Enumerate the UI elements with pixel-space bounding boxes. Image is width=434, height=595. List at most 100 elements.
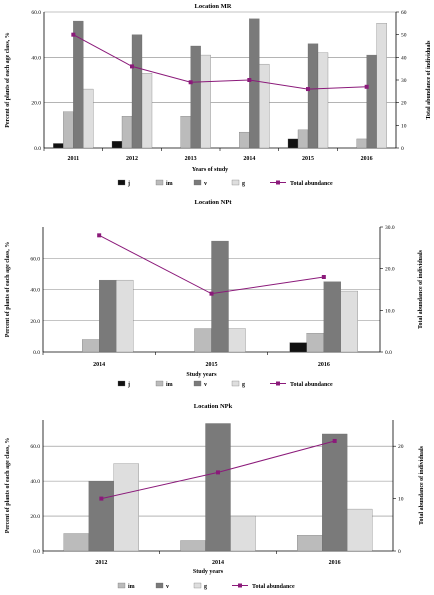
- bar-g-2014: [259, 63, 270, 149]
- y-tick-label: 40.0: [30, 288, 40, 294]
- chart-title: Location NPk: [194, 403, 233, 410]
- y-tick-label: 60.0: [31, 10, 41, 16]
- x-tick-label: 2012: [95, 560, 107, 566]
- y-tick-label: 60.0: [30, 256, 40, 262]
- bar-j-2015: [287, 138, 299, 149]
- total-abundance-point-2011: [71, 32, 76, 37]
- total-abundance-point-2016: [332, 438, 337, 443]
- x-tick-label: 2012: [126, 156, 138, 162]
- legend-swatch-im: [155, 179, 164, 186]
- legend-swatch-total-marker: [276, 180, 280, 185]
- legend-label-j: j: [127, 181, 130, 187]
- y2-tick-label: 0: [401, 146, 404, 152]
- bar-g-2014: [230, 515, 256, 552]
- chart-title: Location NPt: [194, 199, 232, 206]
- legend-label-v: v: [204, 382, 207, 388]
- bar-v-2014: [99, 279, 117, 353]
- y-tick-label: 0.0: [34, 146, 41, 152]
- x-tick-label: 2015: [302, 156, 314, 162]
- bar-j-2011: [53, 143, 64, 149]
- y2-axis-title: Total abundance of individuals: [419, 445, 425, 525]
- x-axis-title: Years of study: [192, 167, 228, 173]
- chart-svg: Location MR 0.0 20.0 40.0 60.0 0 10 20 30 40 50 60 2…: [5, 3, 432, 187]
- y2-tick-label: 60: [401, 10, 407, 16]
- total-abundance-point-2012: [99, 496, 104, 501]
- x-tick-label: 2013: [185, 156, 197, 162]
- y-tick-label: 0.0: [33, 350, 40, 356]
- y2-tick-label: 50: [401, 33, 407, 39]
- y-tick-label: 0.0: [33, 549, 40, 555]
- y2-tick-label: 20.0: [385, 267, 395, 273]
- y2-tick-label: 20: [398, 444, 404, 450]
- legend-label-g: g: [242, 382, 245, 388]
- x-tick-label: 2016: [318, 362, 330, 368]
- x-tick-label: 2016: [361, 156, 373, 162]
- bar-v-2016: [323, 281, 341, 353]
- x-tick-label: 2015: [206, 362, 218, 368]
- chart-location-npt: Location NPt 0.0 20.0 40.0 60.0 0.0 10.0 20.0 30…: [0, 194, 434, 398]
- bar-v-2014: [249, 18, 260, 149]
- chart-location-mr: Location MR 0.0 20.0 40.0 60.0 0 10 20 30 40 50 60 2…: [0, 0, 434, 194]
- y2-tick-label: 20: [401, 101, 407, 107]
- chart-svg: Location NPk 0.0 20.0 40.0 60.0 0 10 20 2012 2014…: [5, 403, 425, 590]
- legend-label-im: im: [166, 382, 173, 388]
- bar-v-2012: [131, 34, 143, 149]
- legend-label-g: g: [242, 181, 245, 187]
- bar-im-2014: [82, 339, 100, 353]
- bar-g-2016: [340, 290, 358, 353]
- legend-label-total: Total abundance: [290, 382, 333, 388]
- y2-tick-label: 10: [398, 497, 404, 503]
- bar-v-2016: [322, 433, 348, 552]
- total-abundance-point-2015: [306, 87, 310, 92]
- legend-label-total: Total abundance: [290, 181, 333, 187]
- bar-v-2015: [307, 43, 319, 149]
- legend-swatch-im: [155, 380, 164, 387]
- legend-swatch-j: [117, 380, 126, 387]
- bar-im-2012: [63, 533, 89, 552]
- x-tick-label: 2011: [67, 156, 79, 162]
- legend-label-total: Total abundance: [252, 584, 295, 590]
- y2-tick-label: 10.0: [385, 308, 395, 314]
- legend-swatch-g: [231, 380, 240, 387]
- chart-title: Location MR: [194, 3, 231, 10]
- legend-swatch-total-marker: [238, 583, 242, 588]
- legend-swatch-v: [155, 582, 164, 589]
- legend-swatch-g: [231, 179, 240, 186]
- bar-v-2012: [88, 480, 114, 552]
- total-abundance-point-2013: [188, 80, 193, 85]
- y-tick-label: 60.0: [30, 444, 40, 450]
- bar-im-2014: [180, 540, 206, 552]
- y-tick-label: 40.0: [30, 479, 40, 485]
- x-tick-label: 2014: [243, 156, 255, 162]
- bar-v-2011: [73, 20, 84, 149]
- total-abundance-point-2014: [216, 470, 220, 475]
- total-abundance-point-2014: [97, 233, 102, 238]
- y-tick-label: 40.0: [31, 55, 41, 61]
- y-axis-title: Percent of plants of each age class, %: [5, 242, 11, 338]
- y2-tick-label: 10: [401, 123, 407, 129]
- total-abundance-line: [73, 34, 367, 90]
- y-tick-label: 20.0: [30, 319, 40, 325]
- bar-g-2012: [141, 73, 153, 149]
- bar-g-2014: [116, 279, 134, 353]
- legend-label-im: im: [166, 181, 173, 187]
- y2-axis-title: Total abundance of individuals: [426, 40, 432, 120]
- legend-swatch-im: [117, 582, 126, 589]
- legend-swatch-v: [193, 380, 202, 387]
- legend-label-im: im: [128, 584, 135, 590]
- y2-tick-label: 40: [401, 55, 407, 61]
- bar-v-2013: [190, 45, 201, 149]
- total-abundance-point-2014: [247, 78, 252, 82]
- legend-swatch-g: [193, 582, 202, 589]
- y2-tick-label: 30: [401, 78, 407, 84]
- y2-axis-title: Total abundance of individuals: [418, 249, 424, 329]
- legend-swatch-j: [117, 179, 126, 186]
- bar-v-2015: [211, 240, 229, 353]
- total-abundance-point-2012: [130, 64, 134, 69]
- y-axis-title: Percent of plants of each age class, %: [5, 438, 11, 534]
- x-tick-label: 2016: [329, 560, 341, 566]
- x-tick-label: 2014: [212, 560, 224, 566]
- legend-label-g: g: [204, 584, 207, 590]
- bar-g-2015: [317, 52, 329, 149]
- bar-im-2013: [180, 116, 191, 149]
